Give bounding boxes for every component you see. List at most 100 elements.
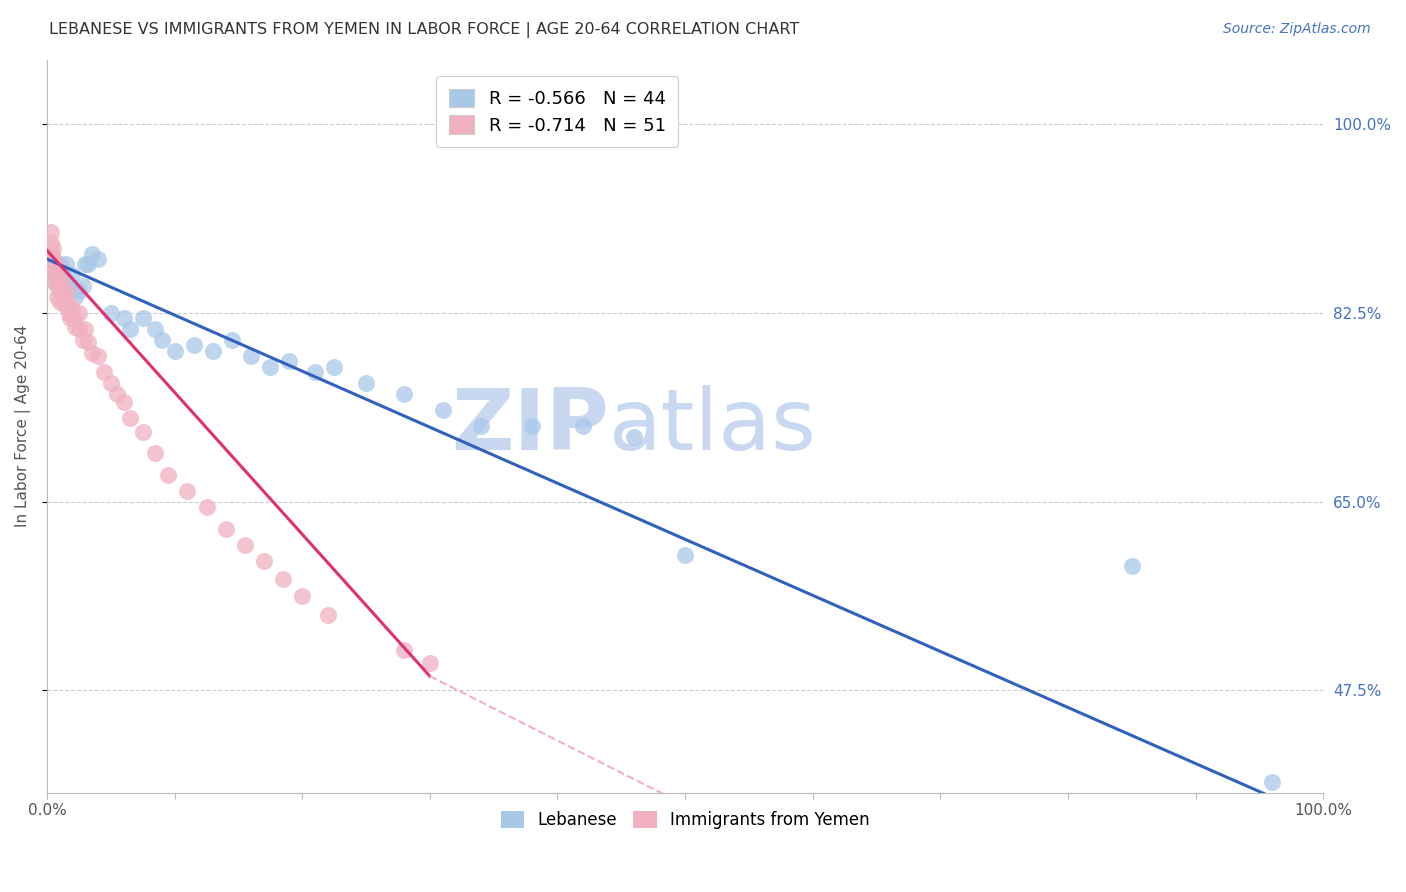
Point bbox=[63, 290, 86, 304]
Point bbox=[42, 252, 65, 266]
Point bbox=[520, 419, 543, 434]
Point bbox=[394, 386, 416, 401]
Y-axis label: In Labor Force | Age 20-64: In Labor Force | Age 20-64 bbox=[15, 325, 31, 527]
Point bbox=[118, 322, 141, 336]
Point bbox=[201, 343, 224, 358]
Point bbox=[221, 333, 243, 347]
Point bbox=[41, 257, 63, 271]
Point bbox=[39, 225, 62, 239]
Point bbox=[42, 262, 65, 277]
Point bbox=[45, 257, 67, 271]
Point bbox=[67, 322, 90, 336]
Point bbox=[52, 292, 75, 306]
Point bbox=[623, 430, 645, 444]
Point bbox=[145, 446, 167, 460]
Point bbox=[48, 285, 70, 299]
Point bbox=[62, 301, 84, 315]
Point bbox=[145, 322, 167, 336]
Point bbox=[48, 295, 70, 310]
Point bbox=[45, 257, 67, 271]
Point bbox=[51, 285, 73, 299]
Point bbox=[48, 274, 70, 288]
Point bbox=[112, 395, 135, 409]
Point bbox=[195, 500, 218, 514]
Point bbox=[72, 279, 94, 293]
Point bbox=[470, 419, 492, 434]
Point bbox=[80, 346, 103, 360]
Point bbox=[93, 365, 115, 379]
Point bbox=[572, 419, 595, 434]
Point bbox=[49, 274, 72, 288]
Point bbox=[176, 483, 198, 498]
Point bbox=[48, 274, 70, 288]
Point bbox=[55, 274, 77, 288]
Point bbox=[183, 338, 205, 352]
Text: Source: ZipAtlas.com: Source: ZipAtlas.com bbox=[1223, 22, 1371, 37]
Point bbox=[55, 285, 77, 299]
Point bbox=[67, 306, 90, 320]
Point bbox=[75, 257, 97, 271]
Point bbox=[80, 246, 103, 260]
Point bbox=[323, 359, 346, 374]
Point bbox=[46, 268, 69, 283]
Point bbox=[72, 333, 94, 347]
Point bbox=[291, 590, 314, 604]
Point bbox=[55, 257, 77, 271]
Point bbox=[56, 295, 79, 310]
Point bbox=[316, 607, 339, 622]
Point bbox=[105, 386, 128, 401]
Point bbox=[59, 279, 82, 293]
Point bbox=[58, 306, 80, 320]
Point bbox=[278, 354, 301, 368]
Point bbox=[214, 522, 236, 536]
Point bbox=[46, 279, 69, 293]
Point bbox=[87, 349, 110, 363]
Point bbox=[76, 257, 98, 271]
Point bbox=[131, 425, 153, 439]
Point bbox=[253, 554, 276, 568]
Point bbox=[42, 262, 65, 277]
Point bbox=[163, 343, 186, 358]
Point bbox=[75, 322, 97, 336]
Point bbox=[673, 549, 696, 563]
Point bbox=[53, 298, 76, 312]
Point bbox=[304, 365, 326, 379]
Point bbox=[157, 467, 180, 482]
Point bbox=[419, 657, 441, 671]
Point bbox=[59, 311, 82, 326]
Point bbox=[42, 252, 65, 266]
Point bbox=[150, 333, 173, 347]
Point bbox=[45, 268, 67, 283]
Point bbox=[271, 572, 294, 586]
Point bbox=[76, 334, 98, 349]
Legend: Lebanese, Immigrants from Yemen: Lebanese, Immigrants from Yemen bbox=[494, 804, 876, 836]
Text: LEBANESE VS IMMIGRANTS FROM YEMEN IN LABOR FORCE | AGE 20-64 CORRELATION CHART: LEBANESE VS IMMIGRANTS FROM YEMEN IN LAB… bbox=[49, 22, 800, 38]
Text: atlas: atlas bbox=[609, 384, 817, 467]
Point bbox=[1261, 775, 1284, 789]
Point bbox=[48, 257, 70, 271]
Point bbox=[233, 538, 256, 552]
Point bbox=[51, 268, 73, 283]
Point bbox=[259, 359, 281, 374]
Point bbox=[394, 643, 416, 657]
Point bbox=[354, 376, 377, 390]
Point bbox=[39, 235, 62, 250]
Point bbox=[131, 311, 153, 326]
Point bbox=[46, 290, 69, 304]
Point bbox=[42, 241, 65, 255]
Point bbox=[118, 410, 141, 425]
Point bbox=[42, 274, 65, 288]
Point bbox=[44, 274, 66, 288]
Point bbox=[1121, 559, 1143, 574]
Point bbox=[63, 320, 86, 334]
Point bbox=[240, 349, 263, 363]
Point bbox=[67, 285, 90, 299]
Point bbox=[87, 252, 110, 266]
Point bbox=[100, 306, 122, 320]
Point bbox=[100, 376, 122, 390]
Point bbox=[62, 311, 84, 326]
Text: ZIP: ZIP bbox=[451, 384, 609, 467]
Point bbox=[41, 246, 63, 260]
Point bbox=[112, 311, 135, 326]
Point bbox=[432, 403, 454, 417]
